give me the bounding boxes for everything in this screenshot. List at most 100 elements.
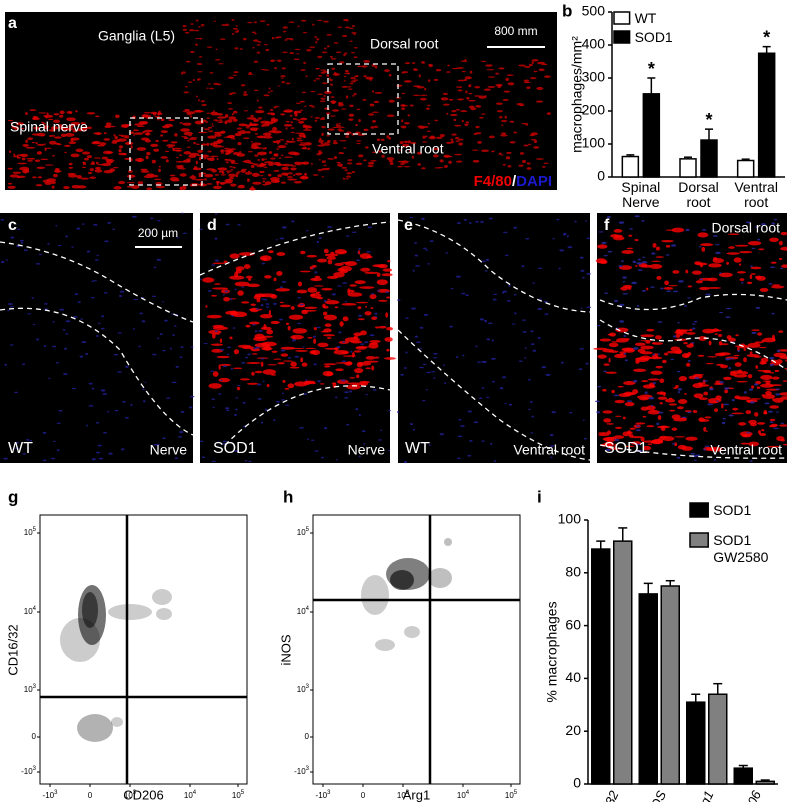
- stain-spot: [677, 398, 688, 405]
- stain-spot: [11, 126, 14, 129]
- stain-spot: [65, 235, 69, 238]
- stain-spot: [279, 131, 283, 133]
- stain-spot: [733, 354, 740, 357]
- stain-spot: [681, 416, 687, 419]
- stain-spot: [350, 52, 356, 54]
- stain-spot: [346, 162, 353, 165]
- stain-spot: [407, 114, 411, 117]
- stain-spot: [180, 410, 185, 413]
- stain-spot: [322, 370, 334, 377]
- stain-spot: [372, 120, 377, 123]
- stain-spot: [567, 246, 573, 249]
- stain-spot: [140, 170, 150, 173]
- stain-spot: [353, 332, 363, 337]
- stain-spot: [545, 373, 551, 376]
- stain-spot: [385, 312, 389, 318]
- stain-spot: [75, 110, 78, 113]
- stain-spot: [252, 347, 257, 350]
- stain-spot: [181, 135, 188, 138]
- stain-spot: [371, 111, 379, 114]
- stain-spot: [341, 351, 349, 354]
- stain-spot: [759, 432, 767, 437]
- stain-spot: [485, 258, 490, 261]
- stain-spot: [638, 397, 649, 401]
- stain-spot: [287, 383, 295, 389]
- stain-spot: [750, 398, 761, 400]
- stain-spot: [290, 131, 296, 134]
- stain-spot: [508, 403, 513, 406]
- stain-spot: [191, 174, 195, 178]
- stain-spot: [103, 132, 107, 135]
- stain-spot: [230, 183, 237, 187]
- stain-spot: [310, 439, 315, 441]
- stain-spot: [637, 395, 640, 399]
- tick-exp: 3: [327, 790, 331, 796]
- stain-spot: [294, 381, 308, 387]
- stain-spot: [695, 454, 701, 457]
- stain-spot: [606, 423, 615, 425]
- stain-spot: [344, 52, 348, 55]
- stain-spot: [586, 272, 591, 275]
- stain-spot: [256, 166, 265, 168]
- stain-spot: [346, 423, 350, 426]
- stain-spot: [103, 138, 111, 141]
- stain-spot: [458, 142, 463, 146]
- stain-spot: [246, 131, 251, 134]
- y-tick-label: 60: [565, 616, 581, 632]
- stain-spot: [769, 356, 775, 360]
- stain-spot: [59, 110, 65, 115]
- stain-spot: [302, 161, 310, 165]
- stain-spot: [146, 187, 153, 191]
- stain-spot: [277, 85, 280, 87]
- tick-label: 104: [24, 606, 37, 617]
- stain-spot: [637, 348, 646, 353]
- stain-spot: [281, 67, 286, 70]
- stain-spot: [209, 155, 219, 158]
- stain-spot: [155, 139, 159, 143]
- stain-spot: [230, 137, 236, 140]
- stain-spot: [549, 434, 554, 437]
- stain-spot: [621, 250, 634, 254]
- stain-spot: [727, 233, 740, 236]
- stain-spot: [233, 367, 243, 370]
- stain-spot: [296, 119, 301, 121]
- stain-spot: [13, 155, 19, 158]
- stain-spot: [201, 103, 207, 107]
- stain-spot: [389, 162, 394, 166]
- stain-spot: [783, 443, 787, 446]
- stain-spot: [344, 35, 347, 37]
- stain-spot: [409, 423, 414, 426]
- stain-spot: [623, 352, 627, 355]
- stain-spot: [293, 111, 298, 115]
- stain-spot: [280, 154, 284, 157]
- stain-spot: [287, 172, 293, 175]
- stain-spot: [321, 167, 330, 171]
- stain-spot: [95, 335, 99, 337]
- stain-spot: [712, 235, 718, 237]
- stain-spot: [528, 408, 531, 411]
- stain-spot: [434, 78, 439, 82]
- stain-spot: [42, 179, 51, 183]
- stain-spot: [431, 370, 436, 373]
- stain-spot: [285, 37, 292, 40]
- y-tick-label: 20: [565, 722, 581, 738]
- stain-spot: [526, 167, 532, 170]
- stain-spot: [613, 394, 620, 397]
- stain-spot: [162, 139, 169, 142]
- stain-spot: [94, 259, 99, 261]
- micrograph-c: [0, 213, 193, 463]
- stain-spot: [316, 240, 320, 244]
- stain-spot: [641, 261, 648, 264]
- stain-spot: [344, 391, 349, 394]
- stain-spot: [771, 312, 775, 315]
- density: [152, 589, 172, 605]
- stain-spot: [356, 361, 363, 368]
- stain-spot: [71, 246, 74, 248]
- stain-spot: [308, 104, 314, 107]
- stain-spot: [44, 147, 47, 151]
- stain-spot: [521, 122, 527, 125]
- stain-spot: [206, 142, 210, 146]
- stain-spot: [603, 254, 608, 257]
- stain-spot: [91, 161, 95, 166]
- stain-spot: [203, 157, 207, 160]
